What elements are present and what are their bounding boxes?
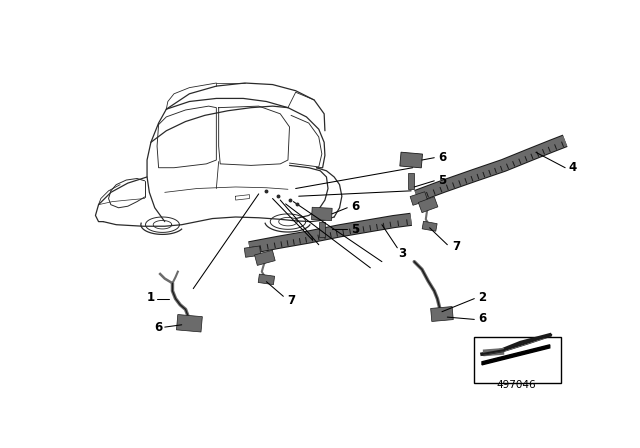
Polygon shape bbox=[431, 306, 453, 322]
Polygon shape bbox=[244, 246, 261, 257]
Polygon shape bbox=[312, 207, 332, 220]
Text: 497046: 497046 bbox=[497, 380, 536, 390]
Polygon shape bbox=[408, 173, 414, 189]
Polygon shape bbox=[422, 221, 437, 231]
Polygon shape bbox=[410, 192, 428, 205]
Polygon shape bbox=[258, 274, 275, 284]
Polygon shape bbox=[482, 345, 550, 365]
Text: 3: 3 bbox=[398, 247, 406, 260]
Polygon shape bbox=[319, 222, 325, 237]
Polygon shape bbox=[255, 250, 275, 265]
Bar bbox=[474, 337, 561, 383]
Text: 7: 7 bbox=[452, 240, 460, 253]
Polygon shape bbox=[484, 349, 504, 356]
Text: 7: 7 bbox=[287, 293, 295, 307]
Text: 4: 4 bbox=[569, 161, 577, 174]
Text: 6: 6 bbox=[351, 200, 359, 213]
Text: 6: 6 bbox=[438, 151, 446, 164]
Text: 2: 2 bbox=[478, 291, 486, 304]
Polygon shape bbox=[177, 314, 202, 332]
Text: 6: 6 bbox=[154, 321, 163, 334]
Text: 5: 5 bbox=[351, 223, 359, 236]
Text: 6: 6 bbox=[478, 312, 486, 325]
Polygon shape bbox=[400, 152, 422, 168]
Polygon shape bbox=[419, 197, 438, 213]
Text: 1: 1 bbox=[147, 291, 155, 304]
Text: 5: 5 bbox=[438, 174, 446, 187]
